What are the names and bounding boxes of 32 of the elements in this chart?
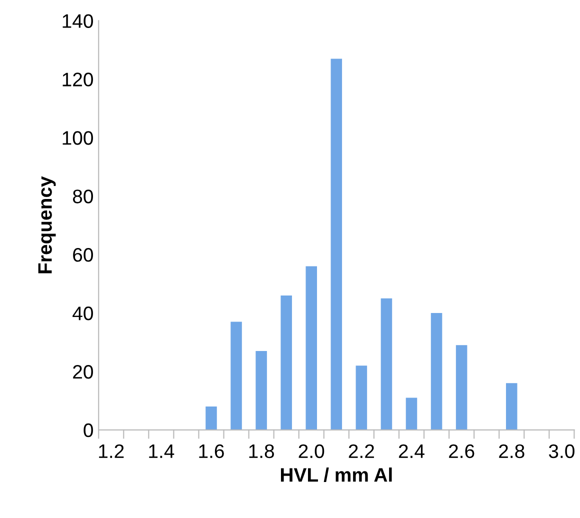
y-tick-label: 120: [62, 72, 93, 86]
bar: [280, 295, 292, 430]
y-tick-label: 20: [73, 364, 93, 379]
x-tick-label: 1.6: [199, 444, 224, 458]
bar: [230, 322, 242, 430]
bar: [380, 298, 392, 430]
x-tick-label: 1.8: [249, 444, 274, 458]
bar: [356, 366, 368, 430]
bar: [306, 266, 317, 430]
x-axis-title: HVL / mm Al: [280, 468, 392, 482]
x-tick-label: 2.8: [499, 444, 524, 458]
x-tick-label: 2.4: [398, 444, 424, 458]
y-tick-label: 60: [73, 248, 93, 262]
bar: [256, 351, 267, 430]
y-tick-label: 0: [84, 423, 93, 438]
x-tick-label: 2.2: [348, 444, 374, 458]
y-tick-label: 40: [72, 306, 93, 320]
bar: [430, 313, 442, 430]
bar: [406, 398, 418, 430]
x-tick-label: 3.0: [548, 444, 574, 458]
bar: [206, 406, 217, 430]
bar: [506, 383, 518, 430]
x-tick-label: 2.0: [298, 444, 324, 458]
bar: [330, 58, 342, 430]
y-tick-label: 80: [72, 190, 93, 204]
y-tick-label: 140: [62, 14, 93, 28]
y-axis-title: Frequency: [38, 176, 56, 274]
bar: [456, 345, 468, 430]
x-tick-label: 2.6: [449, 444, 474, 458]
x-tick-label: 1.2: [99, 444, 124, 458]
y-tick-label: 100: [62, 131, 93, 145]
x-tick-label: 1.4: [149, 444, 174, 458]
